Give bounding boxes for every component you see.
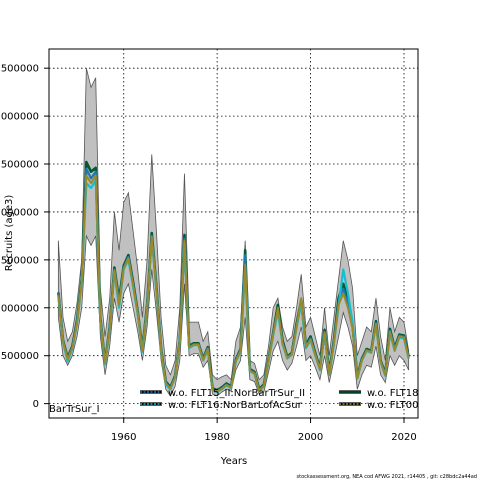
footer-source-text: stockassessment.org, NEA cod AFWG 2021, …	[297, 474, 477, 480]
y-axis-title: Recruits (age3)	[4, 195, 15, 272]
legend-entry: w.o. FLT00	[339, 400, 419, 411]
x-tick-label: 2020	[391, 432, 416, 443]
y-tick-label: 1500000	[0, 255, 39, 266]
x-tick-label: 1980	[204, 432, 229, 443]
legend-entry: w.o. FLT18	[339, 388, 419, 399]
y-tick-label: 3000000	[0, 112, 39, 123]
x-tick-label: 1960	[111, 432, 136, 443]
y-tick-label: 0	[33, 399, 39, 410]
y-tick-label: 2500000	[0, 160, 39, 171]
legend: w.o. FLT15_II:NorBarTrSur_IIw.o. FLT16:N…	[140, 388, 419, 411]
legend-entry: w.o. FLT16:NorBarLofAcSur	[140, 400, 303, 411]
legend-label: w.o. FLT00	[367, 400, 419, 411]
y-tick-label: 1000000	[0, 303, 39, 314]
legend-entry: w.o. FLT15_II:NorBarTrSur_II	[140, 388, 305, 399]
x-tick-label: 2000	[298, 432, 323, 443]
legend-label: w.o. FLT18	[367, 388, 419, 399]
x-axis-title: Years	[220, 456, 247, 467]
y-tick-label: 3500000	[0, 64, 39, 75]
legend-entry-clipped-label: BarTrSur_I	[49, 404, 100, 415]
series-layer	[57, 160, 410, 394]
legend-label: w.o. FLT16:NorBarLofAcSur	[168, 400, 303, 411]
plot-frame	[48, 48, 419, 419]
axis-ticks: 1960 1980 2000 2020 0 500000 1000000 1500000 200…	[0, 64, 417, 443]
y-tick-label: 500000	[1, 351, 39, 362]
grid-lines	[49, 49, 418, 418]
legend-label: w.o. FLT15_II:NorBarTrSur_II	[168, 388, 305, 399]
y-tick-label: 2000000	[0, 207, 39, 218]
series-line-4	[57, 174, 410, 393]
